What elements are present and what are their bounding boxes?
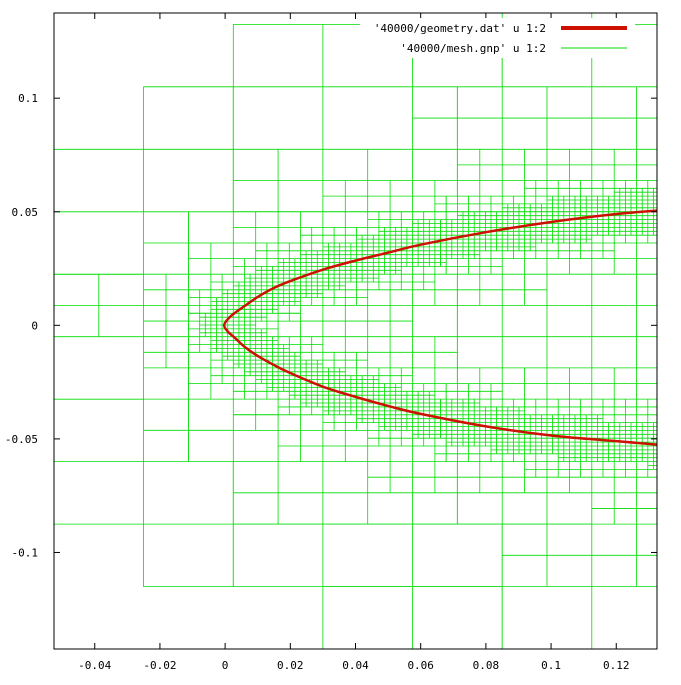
x-tick-label: 0.08 <box>473 659 500 672</box>
mesh-cells <box>54 13 657 649</box>
x-tick-label: -0.04 <box>78 659 111 672</box>
geometry-series-line <box>222 209 657 446</box>
y-tick-label: -0.05 <box>5 433 38 446</box>
y-tick-label: -0.1 <box>12 546 39 559</box>
legend-entry-mesh: '40000/mesh.gnp' u 1:2 <box>400 42 546 55</box>
x-tick-label: 0 <box>222 659 229 672</box>
x-tick-label: 0.02 <box>277 659 304 672</box>
legend-entry-geometry: '40000/geometry.dat' u 1:2 <box>374 22 546 35</box>
y-tick-label: 0.1 <box>18 92 38 105</box>
x-tick-label: 0.1 <box>541 659 561 672</box>
legend-background <box>360 18 635 58</box>
x-tick-label: 0.06 <box>407 659 434 672</box>
x-tick-label: 0.04 <box>342 659 369 672</box>
x-tick-label: 0.12 <box>603 659 630 672</box>
y-tick-label: 0 <box>31 319 38 332</box>
y-tick-label: 0.05 <box>12 206 39 219</box>
axis-ticks: -0.04 -0.02 0 0.02 0.04 0.06 0.08 0.1 0.12 0.1 0.0… <box>5 13 657 672</box>
legend: '40000/geometry.dat' u 1:2 '40000/mesh.g… <box>360 18 635 58</box>
mesh-series <box>54 13 657 649</box>
x-tick-label: -0.02 <box>143 659 176 672</box>
